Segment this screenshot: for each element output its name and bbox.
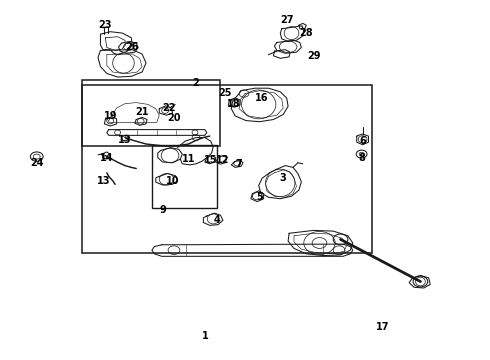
Text: 13: 13 (118, 135, 132, 145)
Text: 24: 24 (30, 158, 44, 168)
Text: 5: 5 (256, 192, 263, 202)
Bar (152, 145, 217, 208)
Text: 12: 12 (216, 155, 230, 165)
Text: 16: 16 (255, 93, 269, 103)
Text: 17: 17 (375, 322, 389, 332)
Text: 9: 9 (159, 204, 166, 215)
Text: 1: 1 (202, 330, 209, 341)
Text: 13: 13 (97, 176, 111, 186)
Bar (82, 80, 220, 146)
Text: 7: 7 (236, 159, 243, 169)
Bar (82, 85, 372, 253)
Text: 26: 26 (125, 42, 139, 52)
Text: 15: 15 (204, 155, 218, 165)
Text: 6: 6 (359, 136, 366, 146)
Text: 2: 2 (193, 78, 199, 88)
Text: 3: 3 (280, 173, 287, 183)
Text: 29: 29 (307, 51, 320, 61)
Text: 10: 10 (166, 176, 179, 186)
Text: 14: 14 (100, 153, 114, 163)
Text: 4: 4 (213, 215, 220, 225)
Text: 22: 22 (162, 103, 176, 113)
Text: 19: 19 (103, 111, 117, 121)
Text: 18: 18 (227, 99, 241, 109)
Text: 27: 27 (280, 15, 294, 25)
Text: 21: 21 (135, 107, 149, 117)
Text: 11: 11 (182, 154, 196, 164)
Text: 20: 20 (167, 113, 181, 123)
Text: 23: 23 (98, 20, 112, 30)
Text: 8: 8 (358, 153, 365, 163)
Text: 25: 25 (219, 88, 232, 98)
Text: 28: 28 (299, 28, 313, 38)
